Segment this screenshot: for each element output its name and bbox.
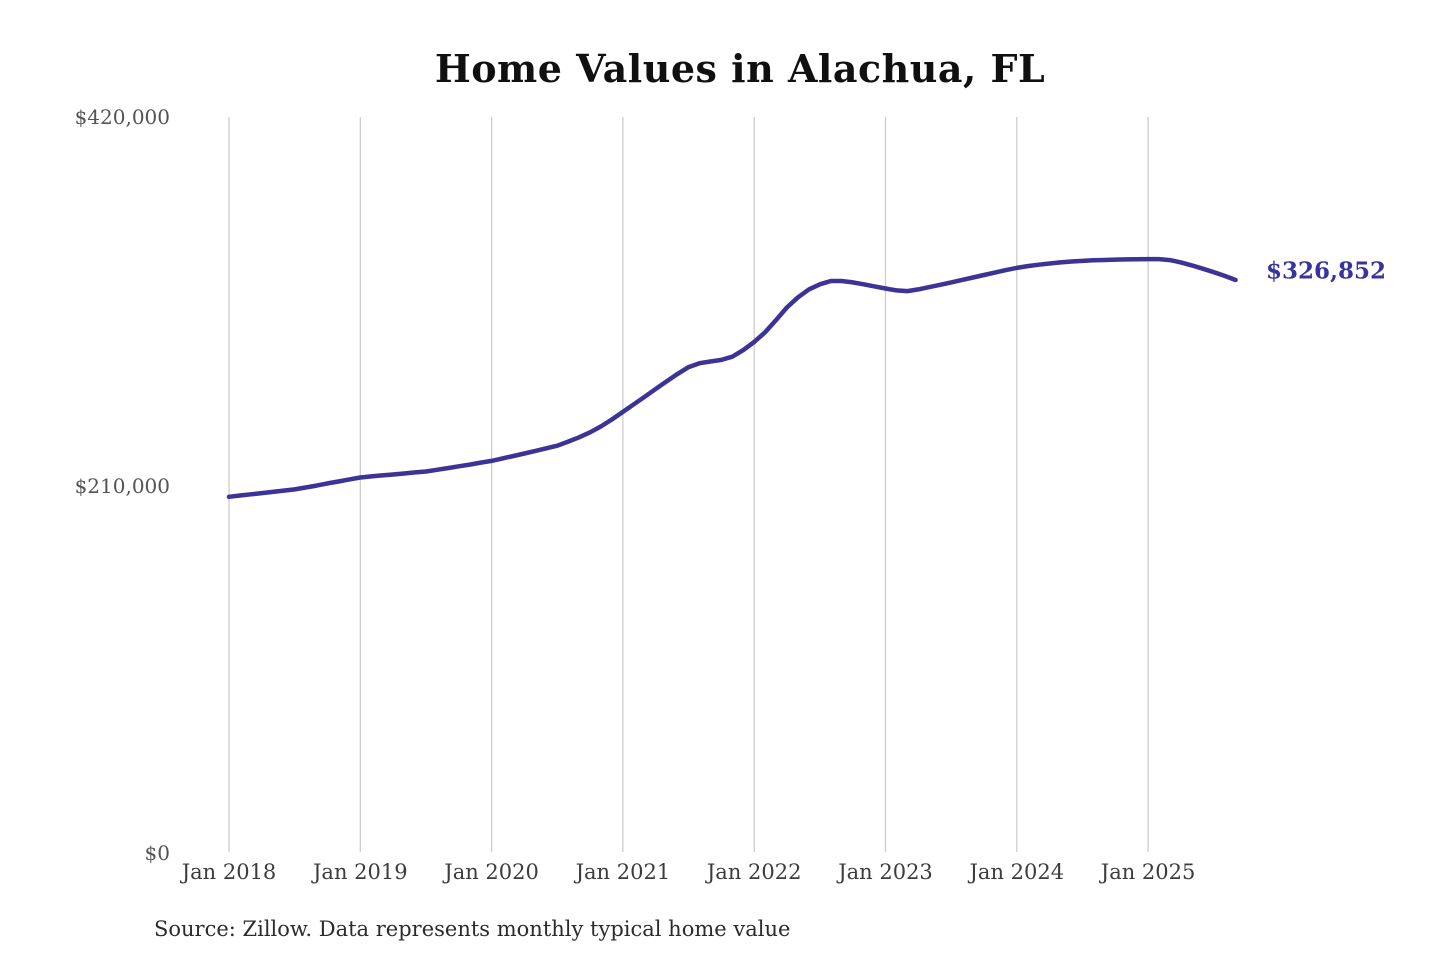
x-axis-tick-label: Jan 2020 [444,860,539,884]
x-axis-tick-label: Jan 2021 [575,860,671,884]
x-axis-tick-label: Jan 2024 [969,860,1065,884]
x-axis-tick-label: Jan 2019 [313,860,408,884]
x-axis-tick-label: Jan 2025 [1100,860,1196,884]
x-axis-tick-label: Jan 2018 [181,860,277,884]
y-axis-tick-label: $210,000 [74,474,170,498]
home-value-line [226,256,1238,500]
chart-title: Home Values in Alachua, FL [434,46,1046,91]
last-value-label: $326,852 [1266,257,1387,285]
y-axis-tick-label: $420,000 [74,105,170,129]
x-axis-tick-label: Jan 2023 [838,860,933,884]
x-axis-tick-label: Jan 2022 [706,860,802,884]
y-axis-tick-label: $0 [144,841,170,865]
source-note: Source: Zillow. Data represents monthly … [154,917,791,941]
